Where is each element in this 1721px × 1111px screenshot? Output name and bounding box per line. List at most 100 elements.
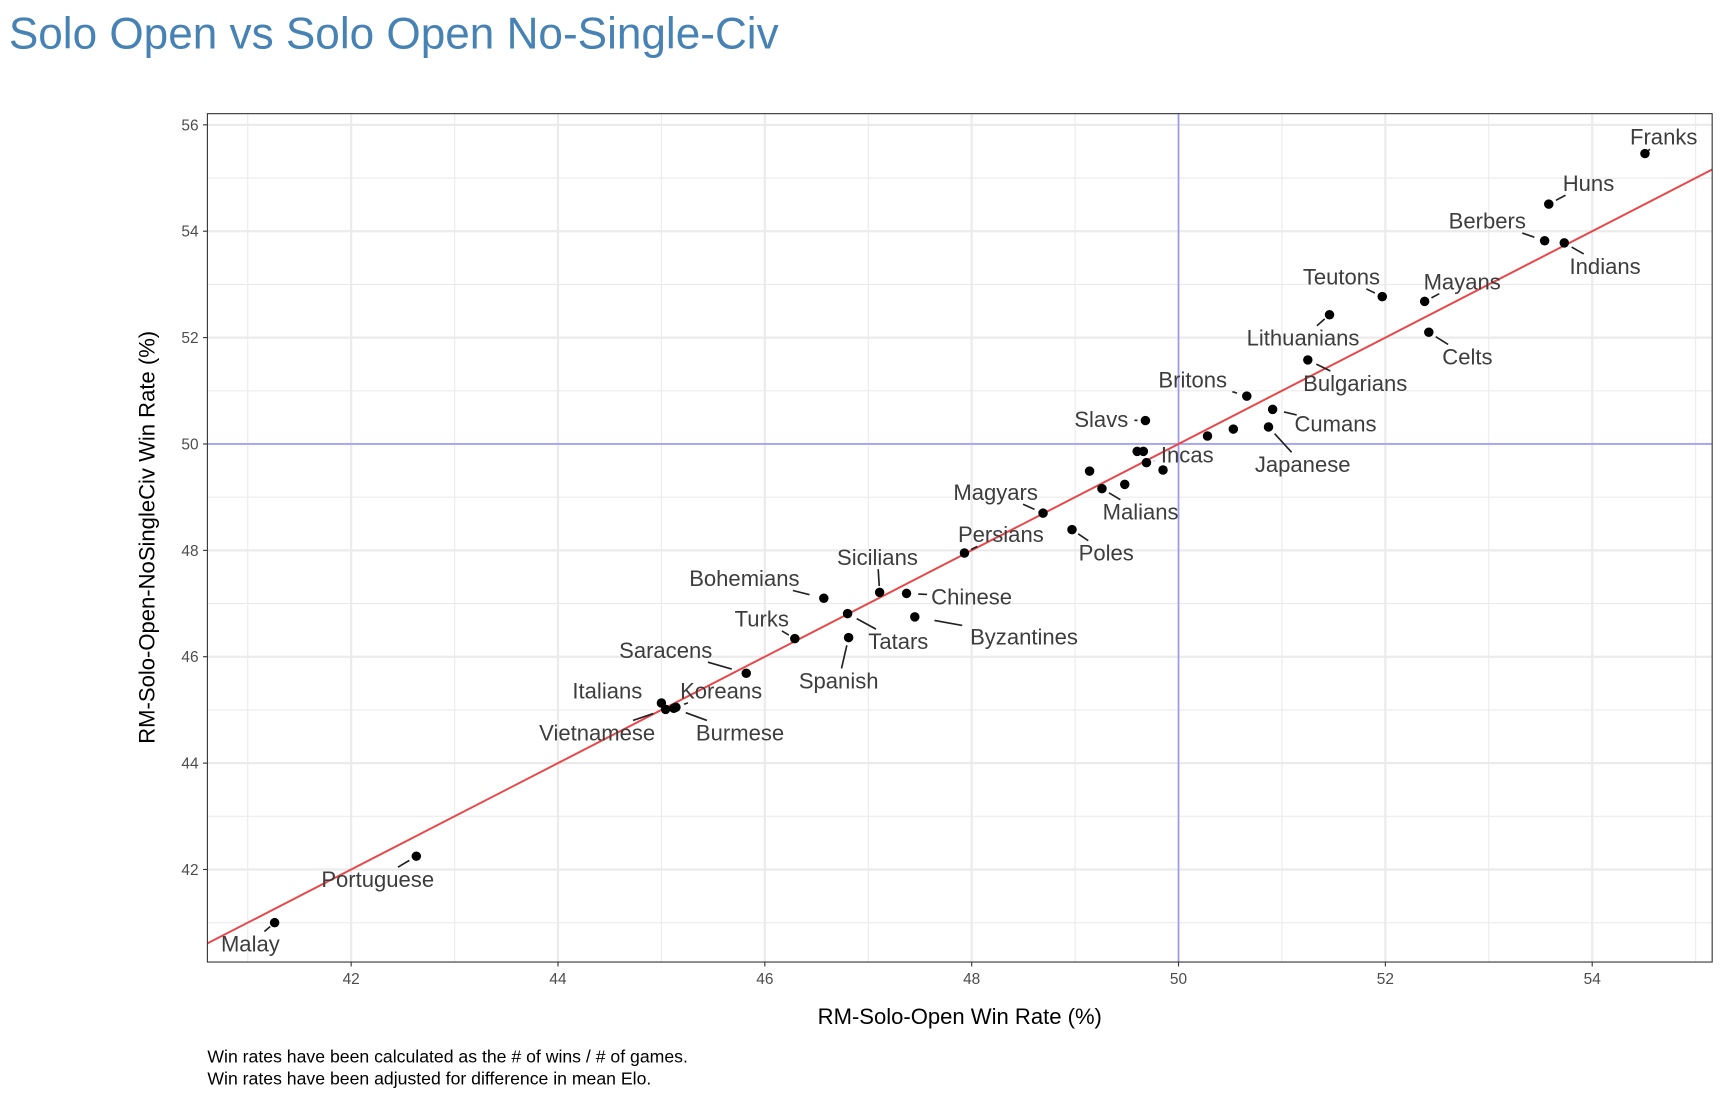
data-point xyxy=(1419,296,1430,307)
point-label: Koreans xyxy=(680,678,762,703)
data-point xyxy=(1038,508,1048,518)
point-label: Burmese xyxy=(696,720,784,745)
y-tick-label: 56 xyxy=(181,117,198,134)
data-point xyxy=(1141,457,1152,468)
data-point xyxy=(269,917,280,928)
y-tick-label: 50 xyxy=(181,436,198,453)
leader-line xyxy=(934,619,963,627)
leader-line xyxy=(1283,411,1297,416)
leader-line xyxy=(970,545,978,551)
data-point xyxy=(1097,483,1107,494)
caption-line-2: Win rates have been adjusted for differe… xyxy=(207,1068,651,1088)
point-label: Portuguese xyxy=(321,867,434,892)
point-label: Bulgarians xyxy=(1303,371,1407,396)
point-label: Celts xyxy=(1442,344,1492,369)
point-label: Japanese xyxy=(1255,452,1351,477)
y-tick-label: 52 xyxy=(181,330,198,347)
leader-line xyxy=(1366,288,1376,294)
point-label: Incas xyxy=(1161,443,1214,468)
data-point xyxy=(1263,422,1274,432)
data-point xyxy=(843,632,854,643)
point-label: Indians xyxy=(1570,254,1641,279)
data-point xyxy=(1067,524,1077,535)
leader-line xyxy=(397,859,410,868)
data-point xyxy=(1559,238,1570,248)
leader-line xyxy=(683,702,689,706)
leader-line xyxy=(1647,148,1651,152)
data-point xyxy=(959,548,970,558)
leader-line xyxy=(1077,533,1089,542)
point-label: Magyars xyxy=(953,480,1038,505)
axis-ticks: 42 44 46 48 50 52 54 42 44 46 48 50 52 54 56 xyxy=(181,117,1601,988)
point-label: Lithuanians xyxy=(1247,326,1360,351)
leader-line xyxy=(856,617,877,630)
chart-title: Solo Open vs Solo Open No-Single-Civ xyxy=(9,10,779,59)
x-tick-label: 50 xyxy=(1170,971,1187,988)
leader-line xyxy=(792,589,810,596)
point-label: Cumans xyxy=(1294,411,1376,436)
leader-line xyxy=(1316,318,1326,327)
data-point xyxy=(1539,236,1550,246)
leader-line xyxy=(1431,292,1440,299)
leader-line xyxy=(1022,503,1035,511)
data-point xyxy=(1324,309,1335,320)
x-axis-title: RM-Solo-Open Win Rate (%) xyxy=(818,1004,1102,1029)
leader-line xyxy=(632,712,654,722)
y-tick-label: 42 xyxy=(181,862,198,879)
data-point xyxy=(1202,431,1213,441)
point-label: Persians xyxy=(958,522,1044,547)
point-label: Mayans xyxy=(1424,269,1501,294)
leader-line xyxy=(1232,390,1238,394)
plot-border xyxy=(206,113,1713,963)
x-tick-label: 42 xyxy=(343,971,360,988)
x-tick-label: 48 xyxy=(963,971,980,988)
point-label: Malay xyxy=(221,931,280,956)
data-point xyxy=(1242,391,1252,401)
x-tick-label: 44 xyxy=(549,971,567,988)
leader-line xyxy=(840,645,848,669)
leader-line xyxy=(1555,194,1566,202)
data-point xyxy=(1084,466,1095,476)
point-label: Spanish xyxy=(799,668,879,693)
data-point xyxy=(1267,404,1278,415)
data-point xyxy=(741,668,751,678)
data-point xyxy=(842,608,853,619)
data-point xyxy=(1120,479,1130,490)
data-point xyxy=(1228,424,1239,434)
y-tick-label: 54 xyxy=(181,224,199,241)
caption-line-1: Win rates have been calculated as the # … xyxy=(207,1046,687,1066)
reference-lines xyxy=(207,113,1713,963)
x-tick-label: 46 xyxy=(756,971,773,988)
regression-line xyxy=(206,168,1713,945)
point-label: Vietnamese xyxy=(539,720,655,745)
leader-line xyxy=(1315,363,1331,372)
point-label: Berbers xyxy=(1449,209,1526,234)
leader-line xyxy=(1274,433,1293,453)
point-label: Bohemians xyxy=(689,566,799,591)
point-label: Turks xyxy=(735,607,789,632)
leader-line xyxy=(1435,335,1449,346)
data-point xyxy=(790,633,800,644)
point-label: Slavs xyxy=(1074,407,1128,432)
points xyxy=(269,148,1650,928)
data-point xyxy=(660,704,671,715)
data-point xyxy=(1424,327,1434,338)
point-label: Teutons xyxy=(1303,265,1380,290)
data-point xyxy=(910,612,920,622)
leader-line xyxy=(1522,232,1535,238)
data-point xyxy=(1303,355,1313,365)
y-tick-label: 44 xyxy=(181,756,199,773)
x-tick-label: 54 xyxy=(1584,971,1602,988)
data-point xyxy=(1640,148,1650,159)
data-point xyxy=(901,588,912,599)
x-tick-label: 52 xyxy=(1377,971,1394,988)
data-point xyxy=(1138,446,1149,457)
data-point xyxy=(819,593,829,603)
y-tick-label: 46 xyxy=(181,649,198,666)
point-label: Chinese xyxy=(931,584,1012,609)
point-label: Tatars xyxy=(868,629,928,654)
leader-line xyxy=(877,569,881,587)
point-label: Italians xyxy=(572,679,642,704)
label-leaders xyxy=(263,148,1651,933)
leader-line xyxy=(1108,492,1121,501)
